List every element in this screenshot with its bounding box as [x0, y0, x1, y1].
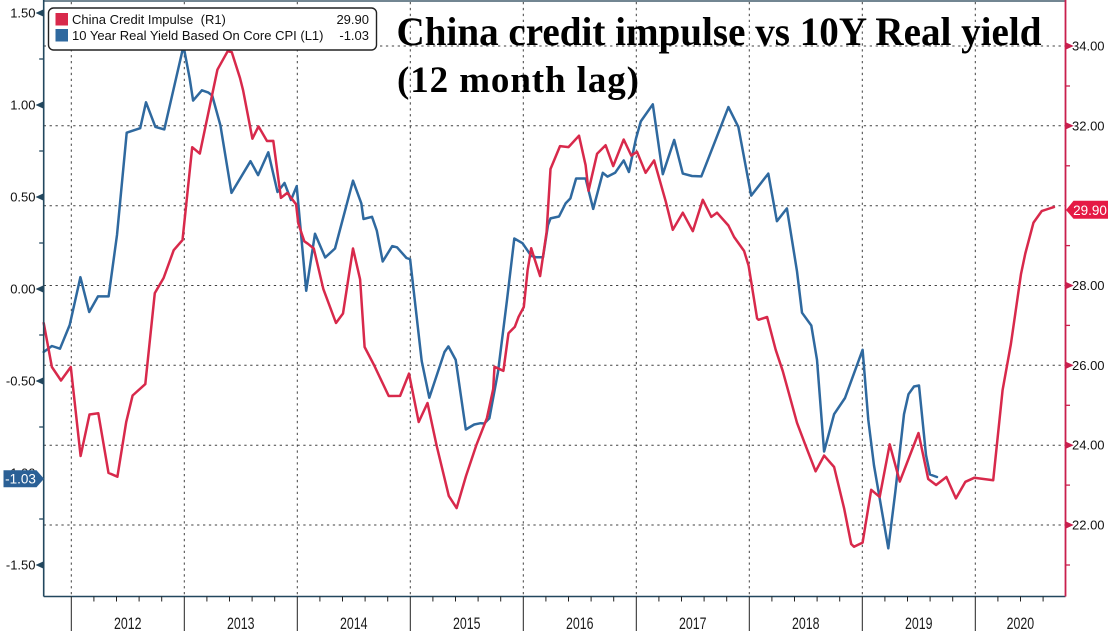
- svg-text:29.90: 29.90: [336, 12, 369, 27]
- svg-text:10 Year Real Yield Based On Co: 10 Year Real Yield Based On Core CPI (L1…: [72, 28, 323, 43]
- svg-text:-1.03: -1.03: [339, 28, 369, 43]
- svg-text:2015: 2015: [453, 615, 481, 631]
- svg-text:2012: 2012: [114, 615, 142, 631]
- svg-text:32.00: 32.00: [1072, 118, 1105, 133]
- svg-text:(12 month lag): (12 month lag): [397, 60, 639, 101]
- svg-text:0.00: 0.00: [10, 282, 35, 297]
- svg-text:2018: 2018: [792, 615, 820, 631]
- svg-text:28.00: 28.00: [1072, 278, 1105, 293]
- svg-text:2020: 2020: [1007, 615, 1035, 631]
- svg-text:-0.50: -0.50: [6, 374, 36, 389]
- svg-text:24.00: 24.00: [1072, 438, 1105, 453]
- svg-text:-1.03: -1.03: [5, 472, 36, 487]
- svg-text:-1.50: -1.50: [6, 558, 36, 573]
- svg-text:1.50: 1.50: [10, 6, 35, 21]
- svg-text:34.00: 34.00: [1072, 39, 1105, 54]
- svg-text:China Credit Impulse (R1): China Credit Impulse (R1): [72, 12, 226, 27]
- svg-text:22.00: 22.00: [1072, 518, 1105, 533]
- svg-text:26.00: 26.00: [1072, 358, 1105, 373]
- svg-text:2013: 2013: [227, 615, 255, 631]
- svg-text:2017: 2017: [679, 615, 707, 631]
- svg-text:China credit impulse vs 10Y Re: China credit impulse vs 10Y Real yield: [397, 9, 1042, 54]
- svg-text:2019: 2019: [905, 615, 933, 631]
- svg-text:1.00: 1.00: [10, 98, 35, 113]
- svg-text:2014: 2014: [340, 615, 368, 631]
- svg-text:29.90: 29.90: [1073, 203, 1107, 218]
- svg-text:0.50: 0.50: [10, 190, 35, 205]
- svg-text:2016: 2016: [566, 615, 594, 631]
